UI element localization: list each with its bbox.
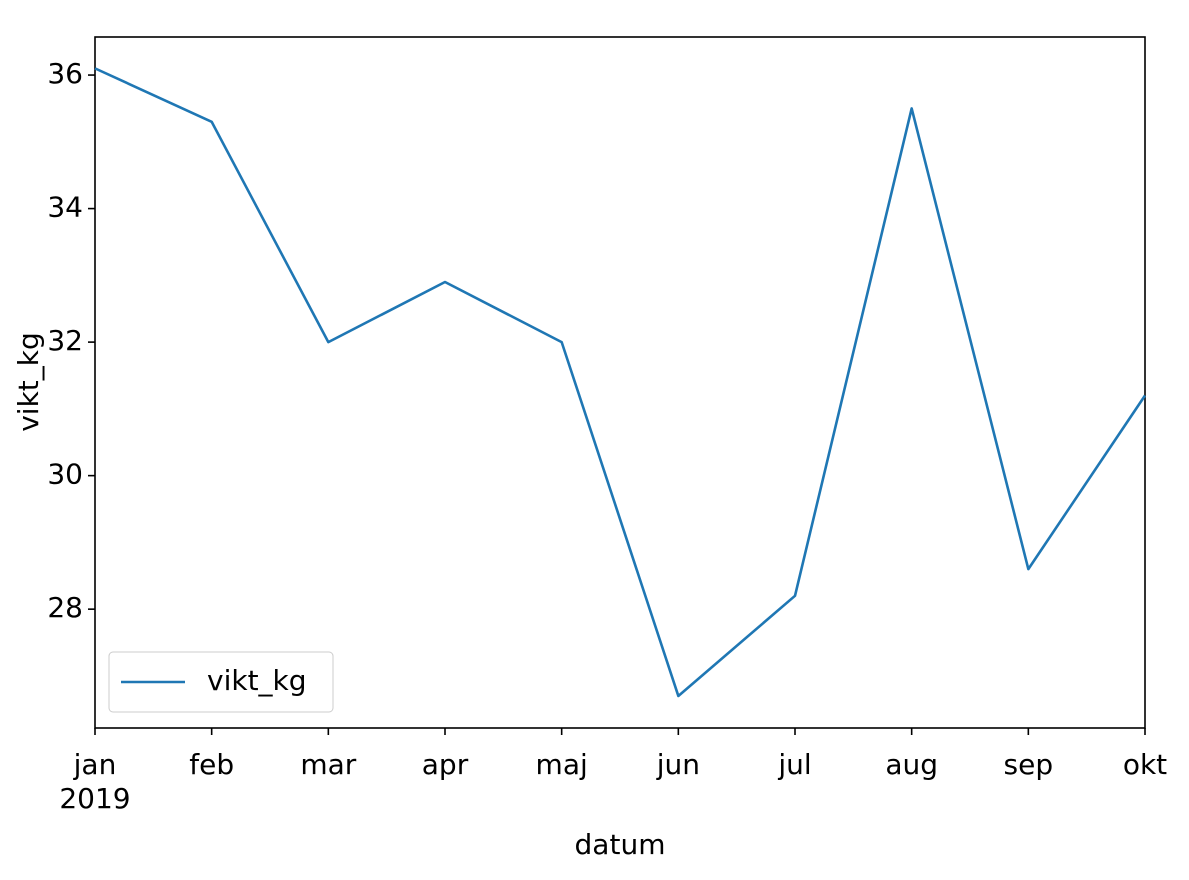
legend-box (108, 651, 334, 713)
y-axis-label: vikt_kg (12, 332, 45, 432)
x-tick-label: aug (885, 748, 938, 781)
x-tick-label: apr (422, 748, 469, 781)
y-tick-label: 36 (47, 57, 83, 90)
line-series (94, 67, 1147, 698)
x-tick-label: jan (73, 748, 117, 781)
x-tick-label: mar (300, 748, 356, 781)
x-year-label: 2019 (59, 782, 130, 815)
x-tick-label: sep (1004, 748, 1054, 781)
x-tick-label: maj (536, 748, 588, 781)
x-tick-label: feb (189, 748, 234, 781)
x-tick-label: jul (777, 748, 811, 781)
y-tick-label: 34 (47, 191, 83, 224)
x-tick-label: okt (1123, 748, 1167, 781)
y-tick-label: 28 (47, 591, 83, 624)
y-tick-label: 32 (47, 324, 83, 357)
x-axis-label: datum (575, 828, 666, 861)
legend-label: vikt_kg (207, 664, 307, 697)
x-tick-label: jun (656, 748, 700, 781)
plot-frame (94, 36, 1146, 729)
y-tick-label: 30 (47, 458, 83, 491)
